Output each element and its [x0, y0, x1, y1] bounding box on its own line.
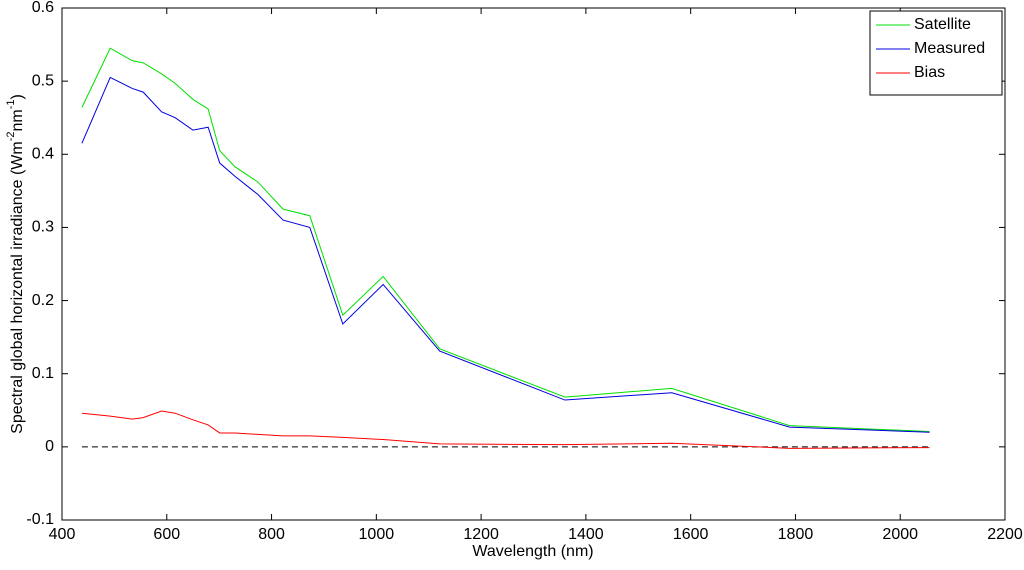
plot-frame — [61, 7, 1006, 521]
legend-label: Satellite — [914, 16, 971, 33]
x-axis-title: Wavelength (nm) — [472, 543, 593, 560]
x-tick-label: 1400 — [568, 526, 604, 543]
y-tick-label: 0.5 — [32, 72, 54, 89]
series-line — [81, 76, 930, 433]
y-title-text: Spectral global horizontal irradiance (W… — [9, 141, 26, 434]
y-tick-label: 0.4 — [32, 146, 54, 163]
x-tick-label: 400 — [49, 526, 76, 543]
x-tick-label: 1000 — [359, 526, 395, 543]
series-line — [81, 410, 930, 449]
series-line — [81, 47, 930, 432]
y-tick-label: -0.1 — [26, 511, 54, 528]
x-tick-label: 2200 — [987, 526, 1023, 543]
y-tick-label: 0.2 — [32, 292, 54, 309]
y-tick-label: 0.1 — [32, 365, 54, 382]
y-title-text: ) — [9, 94, 26, 99]
x-tick-label: 1800 — [778, 526, 814, 543]
y-axis-title: Spectral global horizontal irradiance (W… — [5, 94, 26, 434]
legend-label: Measured — [914, 40, 985, 57]
x-tick-label: 800 — [258, 526, 285, 543]
x-tick-label: 600 — [153, 526, 180, 543]
legend-label: Bias — [914, 64, 945, 81]
y-title-sup: -1 — [5, 99, 17, 109]
y-tick-label: 0.6 — [32, 0, 54, 16]
legend-box — [869, 10, 1003, 96]
x-tick-label: 1200 — [463, 526, 499, 543]
y-tick-label: 0.3 — [32, 219, 54, 236]
y-title-sup: -2 — [5, 131, 17, 141]
y-tick-label: 0 — [45, 438, 54, 455]
x-tick-label: 1600 — [673, 526, 709, 543]
x-tick-label: 2000 — [882, 526, 918, 543]
y-title-text: nm — [9, 109, 26, 131]
